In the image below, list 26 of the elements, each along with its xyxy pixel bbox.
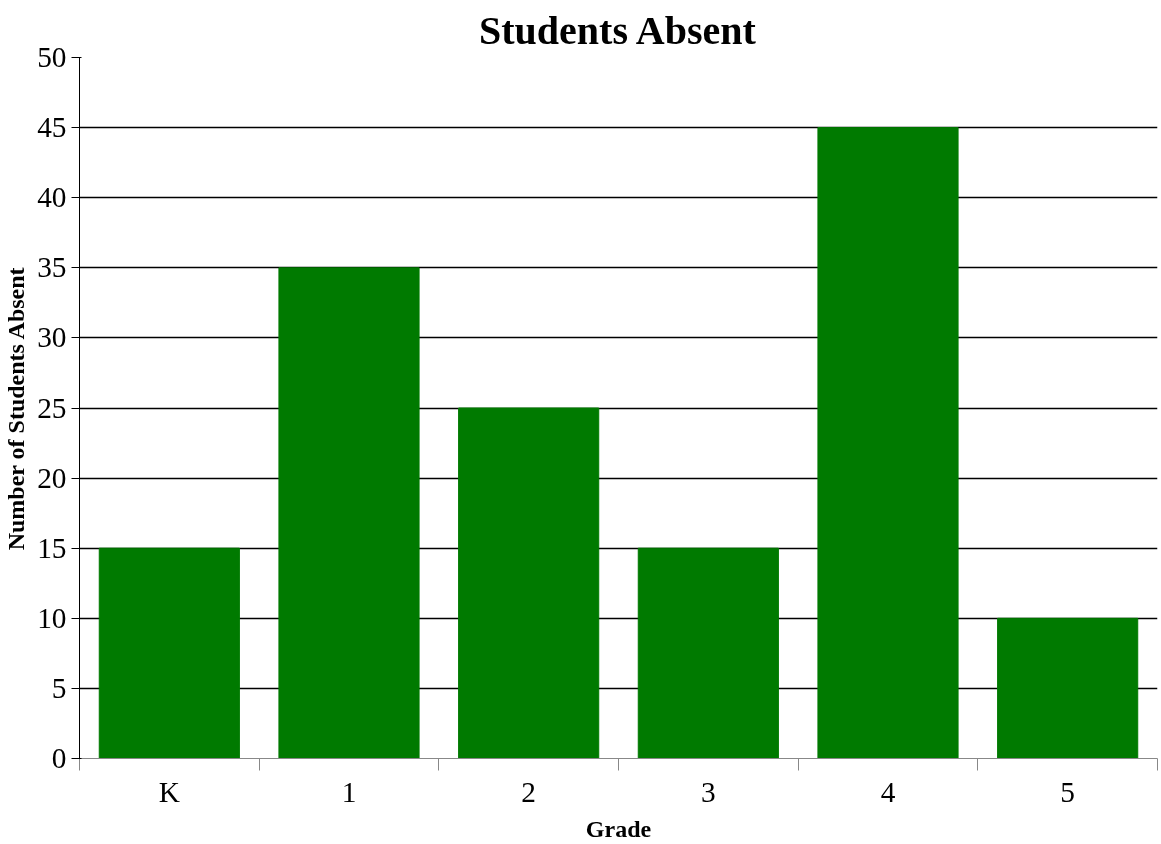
x-axis-title: Grade [585, 815, 652, 842]
x-tick-label: 2 [521, 775, 537, 808]
x-tick-label: 4 [880, 775, 896, 808]
bar [278, 267, 420, 759]
y-tick-label: 20 [37, 461, 67, 494]
bar [98, 547, 240, 759]
y-tick-label: 40 [37, 181, 67, 214]
chart-title: Students Absent [479, 7, 757, 53]
x-tick-label: 1 [341, 775, 357, 808]
y-tick-label: 0 [51, 742, 67, 774]
y-tick-label: 45 [37, 111, 67, 144]
bar [997, 617, 1139, 759]
y-tick-label: 10 [37, 601, 67, 634]
y-axis-title: Number of Students Absent [3, 267, 30, 551]
bar [637, 547, 779, 759]
x-tick-label: 3 [701, 775, 716, 808]
x-tick-label: 5 [1060, 775, 1076, 808]
x-tick-label: K [158, 775, 180, 808]
y-tick-label: 25 [37, 391, 67, 424]
y-tick-label: 15 [37, 531, 67, 564]
y-tick-label: 30 [37, 321, 67, 354]
y-tick-label: 35 [37, 251, 67, 284]
y-tick-label: 50 [37, 41, 67, 73]
bar [458, 407, 600, 759]
bar [817, 127, 959, 759]
y-tick-label: 5 [51, 671, 67, 704]
